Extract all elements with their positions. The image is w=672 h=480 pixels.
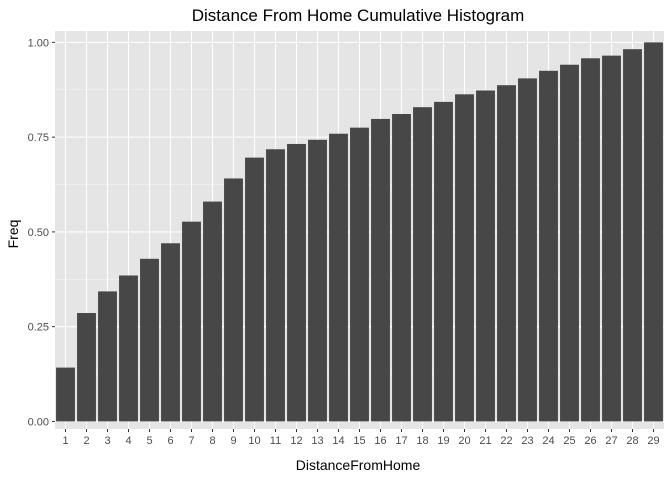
histogram-bar-29: [644, 42, 663, 422]
histogram-bar-13: [308, 139, 327, 422]
y-tick-label: 1.00: [28, 37, 49, 49]
x-tick-label: 7: [188, 435, 194, 447]
x-tick-label: 11: [270, 435, 281, 447]
histogram-bar-12: [287, 143, 306, 422]
x-tick-label: 9: [230, 435, 236, 447]
x-tick-label: 21: [479, 435, 491, 447]
x-tick-label: 18: [416, 435, 428, 447]
histogram-bar-21: [476, 90, 495, 422]
x-tick-label: 17: [395, 435, 407, 447]
x-tick-label: 6: [167, 435, 173, 447]
histogram-bar-14: [329, 133, 348, 422]
x-tick-label: 16: [374, 435, 386, 447]
x-axis-title: DistanceFromHome: [296, 457, 421, 473]
x-tick-label: 8: [209, 435, 215, 447]
histogram-bar-22: [497, 85, 516, 422]
x-tick-label: 1: [62, 435, 68, 447]
histogram-bar-16: [371, 118, 390, 422]
histogram-bar-28: [623, 49, 642, 422]
x-tick-label: 27: [605, 435, 617, 447]
histogram-bar-2: [77, 313, 96, 422]
histogram-bar-9: [224, 178, 243, 422]
x-tick-label: 4: [125, 435, 131, 447]
x-tick-label: 24: [542, 435, 554, 447]
histogram-bar-5: [140, 258, 159, 422]
x-tick-label: 22: [500, 435, 512, 447]
histogram-bar-1: [56, 367, 75, 422]
histogram-bar-24: [539, 70, 558, 422]
y-tick-label: 0.25: [28, 322, 49, 334]
histogram-bar-11: [266, 149, 285, 422]
histogram-bar-15: [350, 127, 369, 422]
histogram-bar-26: [581, 58, 600, 422]
x-tick-label: 3: [104, 435, 110, 447]
x-tick-label: 13: [311, 435, 323, 447]
histogram-bar-25: [560, 64, 579, 422]
y-tick-label: 0.75: [28, 132, 49, 144]
x-tick-label: 26: [584, 435, 596, 447]
x-tick-label: 12: [290, 435, 302, 447]
x-tick-label: 28: [626, 435, 638, 447]
x-tick-label: 15: [353, 435, 365, 447]
bar-layer: [56, 42, 663, 422]
y-tick-label: 0.50: [28, 227, 49, 239]
histogram-bar-23: [518, 78, 537, 422]
x-tick-label: 29: [647, 435, 659, 447]
histogram-bar-6: [161, 243, 180, 422]
y-axis-title: Freq: [5, 220, 21, 249]
x-tick-label: 5: [146, 435, 152, 447]
x-tick-label: 25: [563, 435, 575, 447]
histogram-bar-20: [455, 94, 474, 422]
histogram-bar-27: [602, 55, 621, 422]
histogram-bar-17: [392, 114, 411, 422]
x-tick-label: 10: [248, 435, 260, 447]
histogram-bar-19: [434, 101, 453, 422]
histogram-bar-18: [413, 107, 432, 422]
histogram-bar-4: [119, 275, 138, 422]
histogram-bar-8: [203, 201, 222, 422]
histogram-bar-7: [182, 221, 201, 422]
histogram-bar-10: [245, 157, 264, 422]
x-tick-label: 23: [521, 435, 533, 447]
histogram-bar-3: [98, 291, 117, 422]
x-tick-label: 19: [437, 435, 449, 447]
x-tick-label: 2: [83, 435, 89, 447]
axis-layer: 0.000.250.500.751.001 2 3 4 5 6 7 8 9 10 11 12 13 14 1…: [28, 37, 660, 447]
y-tick-label: 0.00: [28, 416, 49, 428]
chart-title: Distance From Home Cumulative Histogram: [192, 6, 525, 25]
x-tick-label: 20: [458, 435, 470, 447]
x-tick-label: 14: [332, 435, 344, 447]
